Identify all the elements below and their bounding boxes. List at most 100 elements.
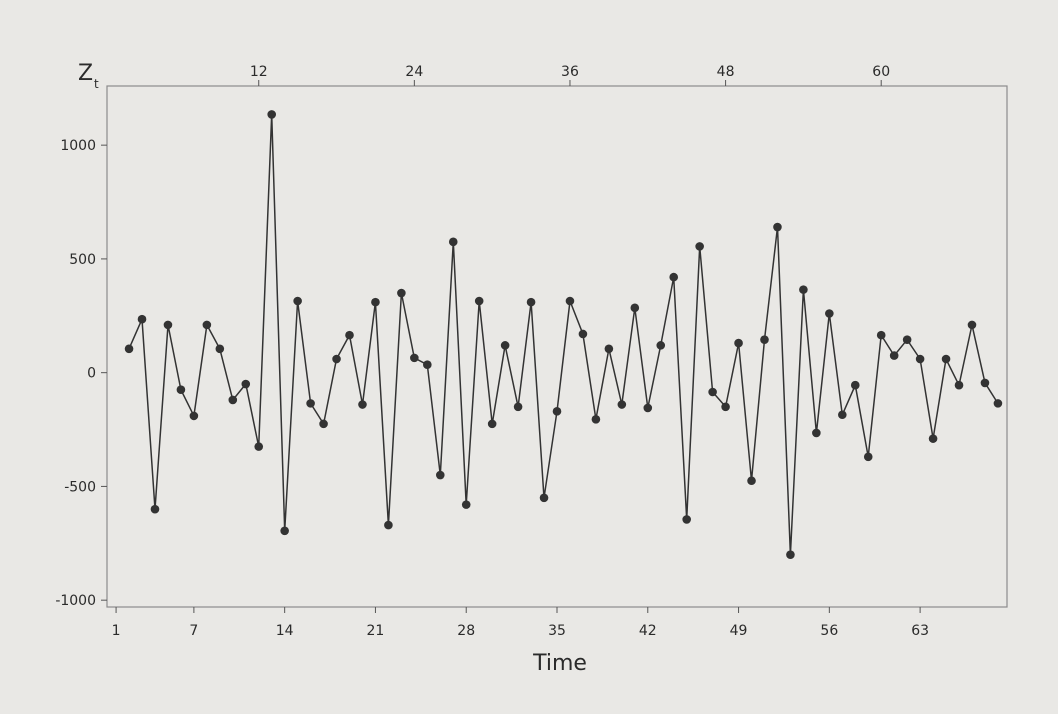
data-point — [617, 400, 627, 409]
data-point — [773, 222, 782, 232]
data-point — [941, 354, 951, 364]
data-point — [526, 297, 536, 307]
x-tick-label: 63 — [911, 623, 929, 639]
data-point — [487, 419, 497, 429]
x-tick-label: 56 — [820, 623, 838, 639]
x-tick-label: 42 — [639, 623, 657, 639]
top-axis: 12 24 36 48 60 — [250, 64, 890, 86]
top-tick-label: 60 — [872, 64, 890, 80]
data-point — [163, 320, 173, 330]
data-point — [552, 407, 562, 416]
data-point — [435, 470, 445, 480]
y-tick-label: 0 — [87, 366, 96, 382]
data-point — [371, 297, 380, 307]
data-point — [306, 399, 315, 408]
data-point — [967, 320, 977, 330]
x-tick-label: 49 — [730, 623, 748, 639]
data-point — [980, 378, 990, 388]
data-point — [423, 360, 432, 370]
top-tick-label: 12 — [250, 64, 268, 80]
data-point — [410, 353, 419, 363]
y-axis-label: Z — [78, 61, 93, 86]
data-point — [734, 338, 743, 348]
data-point — [889, 351, 899, 360]
data-point — [876, 330, 886, 340]
data-point — [228, 395, 238, 405]
data-point — [176, 385, 186, 395]
data-point — [137, 314, 147, 324]
data-point — [215, 344, 225, 354]
x-axis-label: Time — [532, 651, 587, 676]
data-point — [760, 335, 769, 344]
data-point — [332, 354, 341, 364]
data-point — [915, 354, 925, 364]
data-point — [319, 419, 328, 429]
top-tick-label: 48 — [717, 64, 735, 80]
data-point — [954, 380, 964, 390]
x-tick-label: 1 — [112, 623, 121, 639]
data-point — [280, 526, 289, 536]
data-point — [850, 380, 860, 390]
data-point — [656, 341, 666, 350]
data-point — [513, 402, 523, 412]
data-point — [189, 411, 199, 421]
data-point — [863, 452, 873, 462]
data-point — [747, 476, 756, 486]
data-point — [928, 434, 938, 443]
data-point — [838, 410, 847, 420]
data-point — [461, 500, 471, 509]
data-point — [474, 296, 484, 306]
data-point — [384, 520, 393, 530]
y-axis: 1000 500 0 -500 -1000 — [55, 138, 107, 609]
top-tick-label: 24 — [405, 64, 423, 80]
data-point — [799, 285, 808, 294]
data-point — [643, 403, 653, 413]
data-point — [825, 309, 834, 318]
data-point — [448, 237, 458, 247]
y-tick-label: -1000 — [55, 593, 96, 609]
y-tick-label: -500 — [64, 479, 96, 495]
data-point — [721, 402, 730, 412]
plot-area — [106, 85, 1008, 608]
data-point — [500, 341, 510, 350]
y-tick-label: 500 — [69, 252, 96, 268]
y-tick-label: 1000 — [60, 138, 96, 154]
x-tick-label: 21 — [367, 623, 385, 639]
data-point — [708, 387, 717, 397]
y-axis-title: Z t — [78, 61, 99, 91]
data-point — [591, 415, 601, 424]
data-point — [578, 329, 588, 339]
series-line — [128, 114, 999, 555]
data-point — [630, 303, 640, 313]
data-point — [993, 399, 1003, 408]
data-point — [902, 335, 912, 344]
data-point — [150, 504, 160, 514]
x-tick-label: 7 — [189, 623, 198, 639]
top-tick-label: 36 — [561, 64, 579, 80]
data-point — [241, 379, 251, 389]
x-tick-label: 28 — [457, 623, 475, 639]
data-point — [293, 296, 302, 306]
data-point — [267, 110, 276, 119]
data-point — [682, 515, 691, 524]
data-point — [345, 330, 354, 340]
bottom-axis: 1 7 14 21 28 35 42 49 56 63 — [112, 607, 929, 639]
data-point — [695, 242, 704, 251]
x-tick-label: 14 — [276, 623, 294, 639]
data-point — [202, 320, 212, 330]
data-point — [358, 400, 367, 409]
data-point — [124, 344, 134, 354]
data-point — [669, 272, 679, 282]
data-point — [604, 344, 614, 354]
data-point — [565, 296, 575, 306]
data-point — [539, 493, 549, 503]
x-tick-label: 35 — [548, 623, 566, 639]
data-point — [397, 288, 406, 298]
data-points — [124, 110, 1003, 559]
y-axis-label-subscript: t — [94, 77, 99, 91]
data-point — [812, 428, 821, 438]
data-point — [254, 442, 264, 451]
data-point — [786, 550, 795, 559]
